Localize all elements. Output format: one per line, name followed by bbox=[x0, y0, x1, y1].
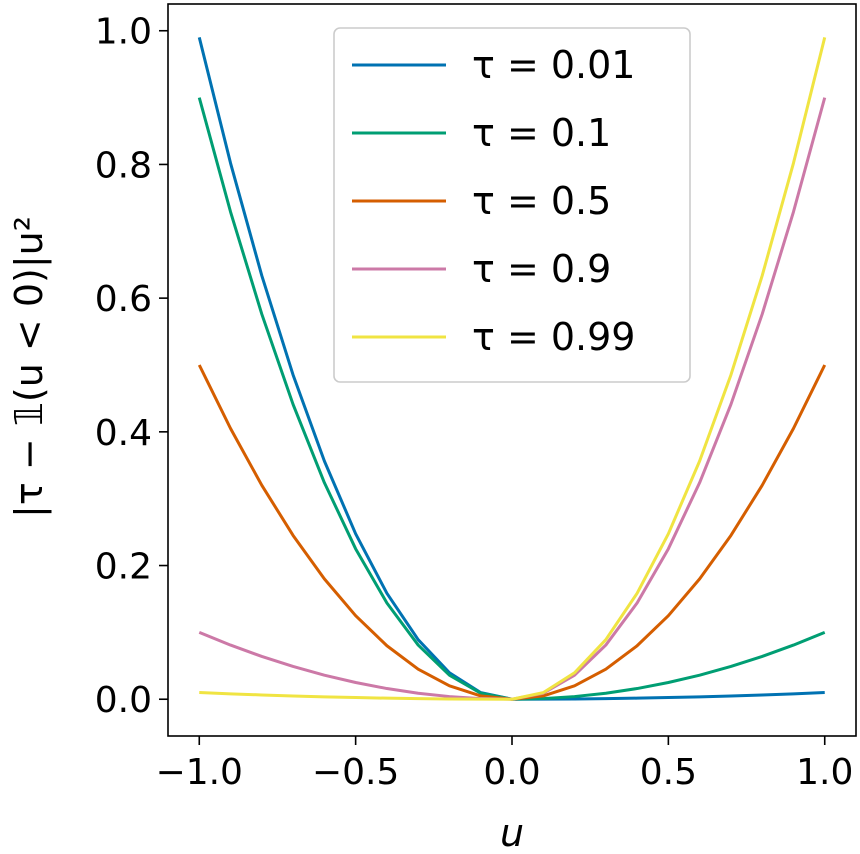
y-tick-label: 0.2 bbox=[95, 547, 152, 588]
y-tick-label: 0.0 bbox=[95, 680, 152, 721]
y-axis: 0.0 0.2 0.4 0.6 0.8 1.0 bbox=[95, 12, 168, 721]
legend-label: τ = 0.99 bbox=[472, 315, 636, 359]
legend-label: τ = 0.1 bbox=[472, 111, 611, 155]
y-tick-label: 0.6 bbox=[95, 279, 152, 320]
legend-label: τ = 0.01 bbox=[472, 43, 636, 87]
series-layer bbox=[197, 37, 827, 701]
x-tick-label: 0.0 bbox=[483, 752, 540, 793]
legend-label: τ = 0.9 bbox=[472, 247, 611, 291]
series-line-tau-0-99 bbox=[199, 37, 827, 701]
y-tick-label: 0.4 bbox=[95, 413, 152, 454]
y-tick-label: 0.8 bbox=[95, 145, 152, 186]
x-tick-label: 0.5 bbox=[640, 752, 697, 793]
x-axis-label: u bbox=[500, 811, 524, 854]
x-tick-label: −1.0 bbox=[156, 752, 243, 793]
y-tick-label: 1.0 bbox=[95, 12, 152, 53]
legend-box bbox=[333, 27, 691, 383]
y-axis-label: |τ − 𝟙(u < 0)|u² bbox=[7, 216, 52, 518]
legend-label: τ = 0.5 bbox=[472, 179, 611, 223]
legend: τ = 0.01 τ = 0.1 τ = 0.5 τ = 0.9 τ = 0.99 bbox=[333, 27, 691, 383]
x-tick-label: −0.5 bbox=[312, 752, 399, 793]
series-line-tau-0-5 bbox=[197, 364, 827, 701]
x-axis: −1.0 −0.5 0.0 0.5 1.0 bbox=[156, 736, 853, 793]
x-tick-label: 1.0 bbox=[796, 752, 853, 793]
